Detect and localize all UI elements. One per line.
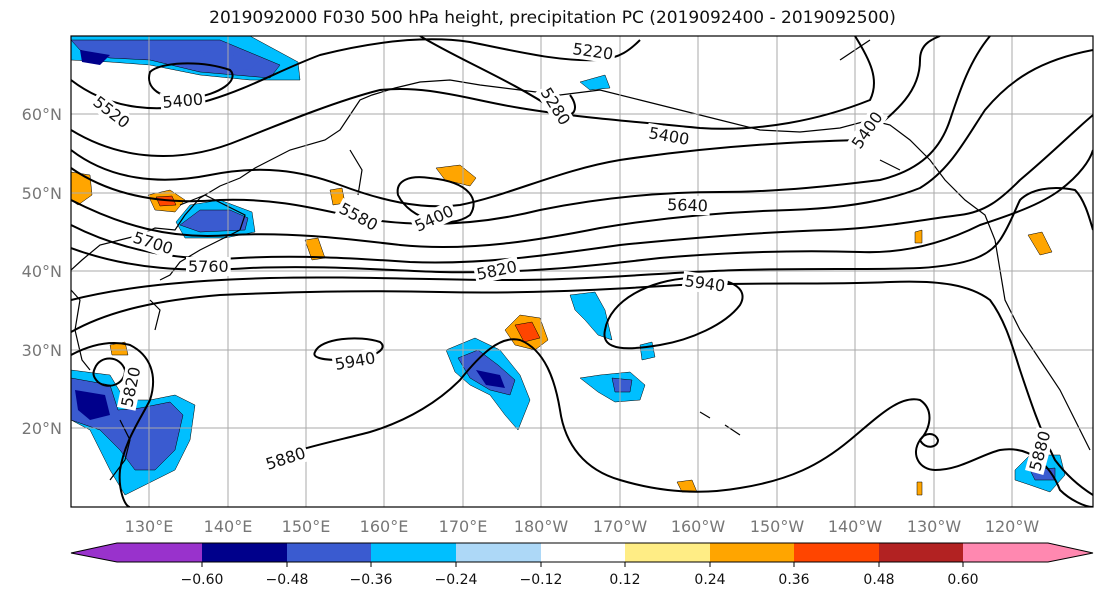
- chart-title: 2019092000 F030 500 hPa height, precipit…: [209, 8, 896, 28]
- contour-label: 5640: [667, 195, 708, 215]
- contour-label-halo: [334, 197, 383, 236]
- contour-label-halo: [1024, 426, 1055, 475]
- colorbar-segment: [371, 543, 456, 562]
- colorbar-tick-label: 0.60: [947, 572, 978, 588]
- colorbar-tick-label: −0.12: [520, 572, 563, 588]
- contour-label-halo: [159, 89, 206, 113]
- lat-tick: 20°N: [22, 419, 62, 438]
- lat-tick: 40°N: [22, 262, 62, 281]
- colorbar-segment: [710, 543, 794, 562]
- lon-tick: 150°W: [750, 517, 805, 536]
- contour-label-halo: [846, 106, 888, 154]
- contour-label-halo: [186, 257, 231, 276]
- contour-label-halo: [664, 194, 711, 216]
- lon-tick: 120°W: [985, 517, 1040, 536]
- contour-label-halo: [409, 200, 459, 237]
- colorbar-segment: [287, 543, 371, 562]
- lon-tick: 170°W: [593, 517, 648, 536]
- lon-tick: 140°E: [204, 517, 253, 536]
- colorbar-segment: [456, 543, 541, 562]
- contour-label-halo: [472, 256, 521, 285]
- graticule: [71, 36, 1093, 507]
- lat-tick: 50°N: [22, 184, 62, 203]
- colorbar-tick-label: −0.48: [266, 572, 309, 588]
- lat-tick: 30°N: [22, 341, 62, 360]
- contour-label-halo: [535, 82, 576, 131]
- lon-tick: 160°E: [360, 517, 409, 536]
- contour-label-halo: [261, 442, 310, 475]
- contour-label-halo: [681, 270, 729, 296]
- contour-label: 5760: [188, 257, 229, 276]
- lon-tick-labels: 130°E 140°E 150°E 160°E 170°E 180°W 170°…: [125, 517, 1040, 536]
- lon-tick: 170°E: [439, 517, 488, 536]
- colorbar-segment: [625, 543, 710, 562]
- colorbar-tick-label: 0.48: [863, 572, 894, 588]
- lon-tick: 180°W: [514, 517, 569, 536]
- colorbar-tick-label: −0.24: [435, 572, 478, 588]
- lat-tick: 60°N: [22, 105, 62, 124]
- contour-label-halo: [645, 122, 693, 150]
- contour-label-halo: [128, 227, 178, 260]
- lon-tick: 140°W: [828, 517, 883, 536]
- colorbar-segment: [794, 543, 879, 562]
- contour-label-halo: [331, 347, 379, 375]
- contour-label-halo: [569, 38, 617, 64]
- colorbar-tick-label: 0.24: [694, 572, 725, 588]
- map-border: [70, 35, 1094, 508]
- contour-label: 5400: [162, 90, 204, 112]
- lat-tick-labels: 60°N 50°N 40°N 30°N 20°N: [22, 105, 62, 438]
- contour-label-halo: [116, 363, 145, 411]
- colorbar-tick-label: 0.12: [609, 572, 640, 588]
- colorbar: −0.60 −0.48 −0.36 −0.24 −0.12 0.12 0.24 …: [70, 542, 1094, 588]
- contour-label-halo: [87, 90, 135, 134]
- colorbar-ticks: [201, 562, 964, 567]
- colorbar-segment: [202, 543, 287, 562]
- lon-tick: 150°E: [282, 517, 331, 536]
- height-contours: [71, 36, 1093, 507]
- colorbar-tick-label: −0.36: [350, 572, 393, 588]
- colorbar-tick-label: −0.60: [181, 572, 224, 588]
- colorbar-outline: [70, 542, 1094, 563]
- colorbar-segment: [879, 543, 963, 562]
- lon-tick: 160°W: [671, 517, 726, 536]
- colorbar-segment: [963, 543, 1093, 562]
- colorbar-tick-label: 0.36: [778, 572, 809, 588]
- lon-tick: 130°E: [125, 517, 174, 536]
- lon-tick: 130°W: [907, 517, 962, 536]
- colorbar-segment: [71, 543, 202, 562]
- colorbar-segment: [541, 543, 625, 562]
